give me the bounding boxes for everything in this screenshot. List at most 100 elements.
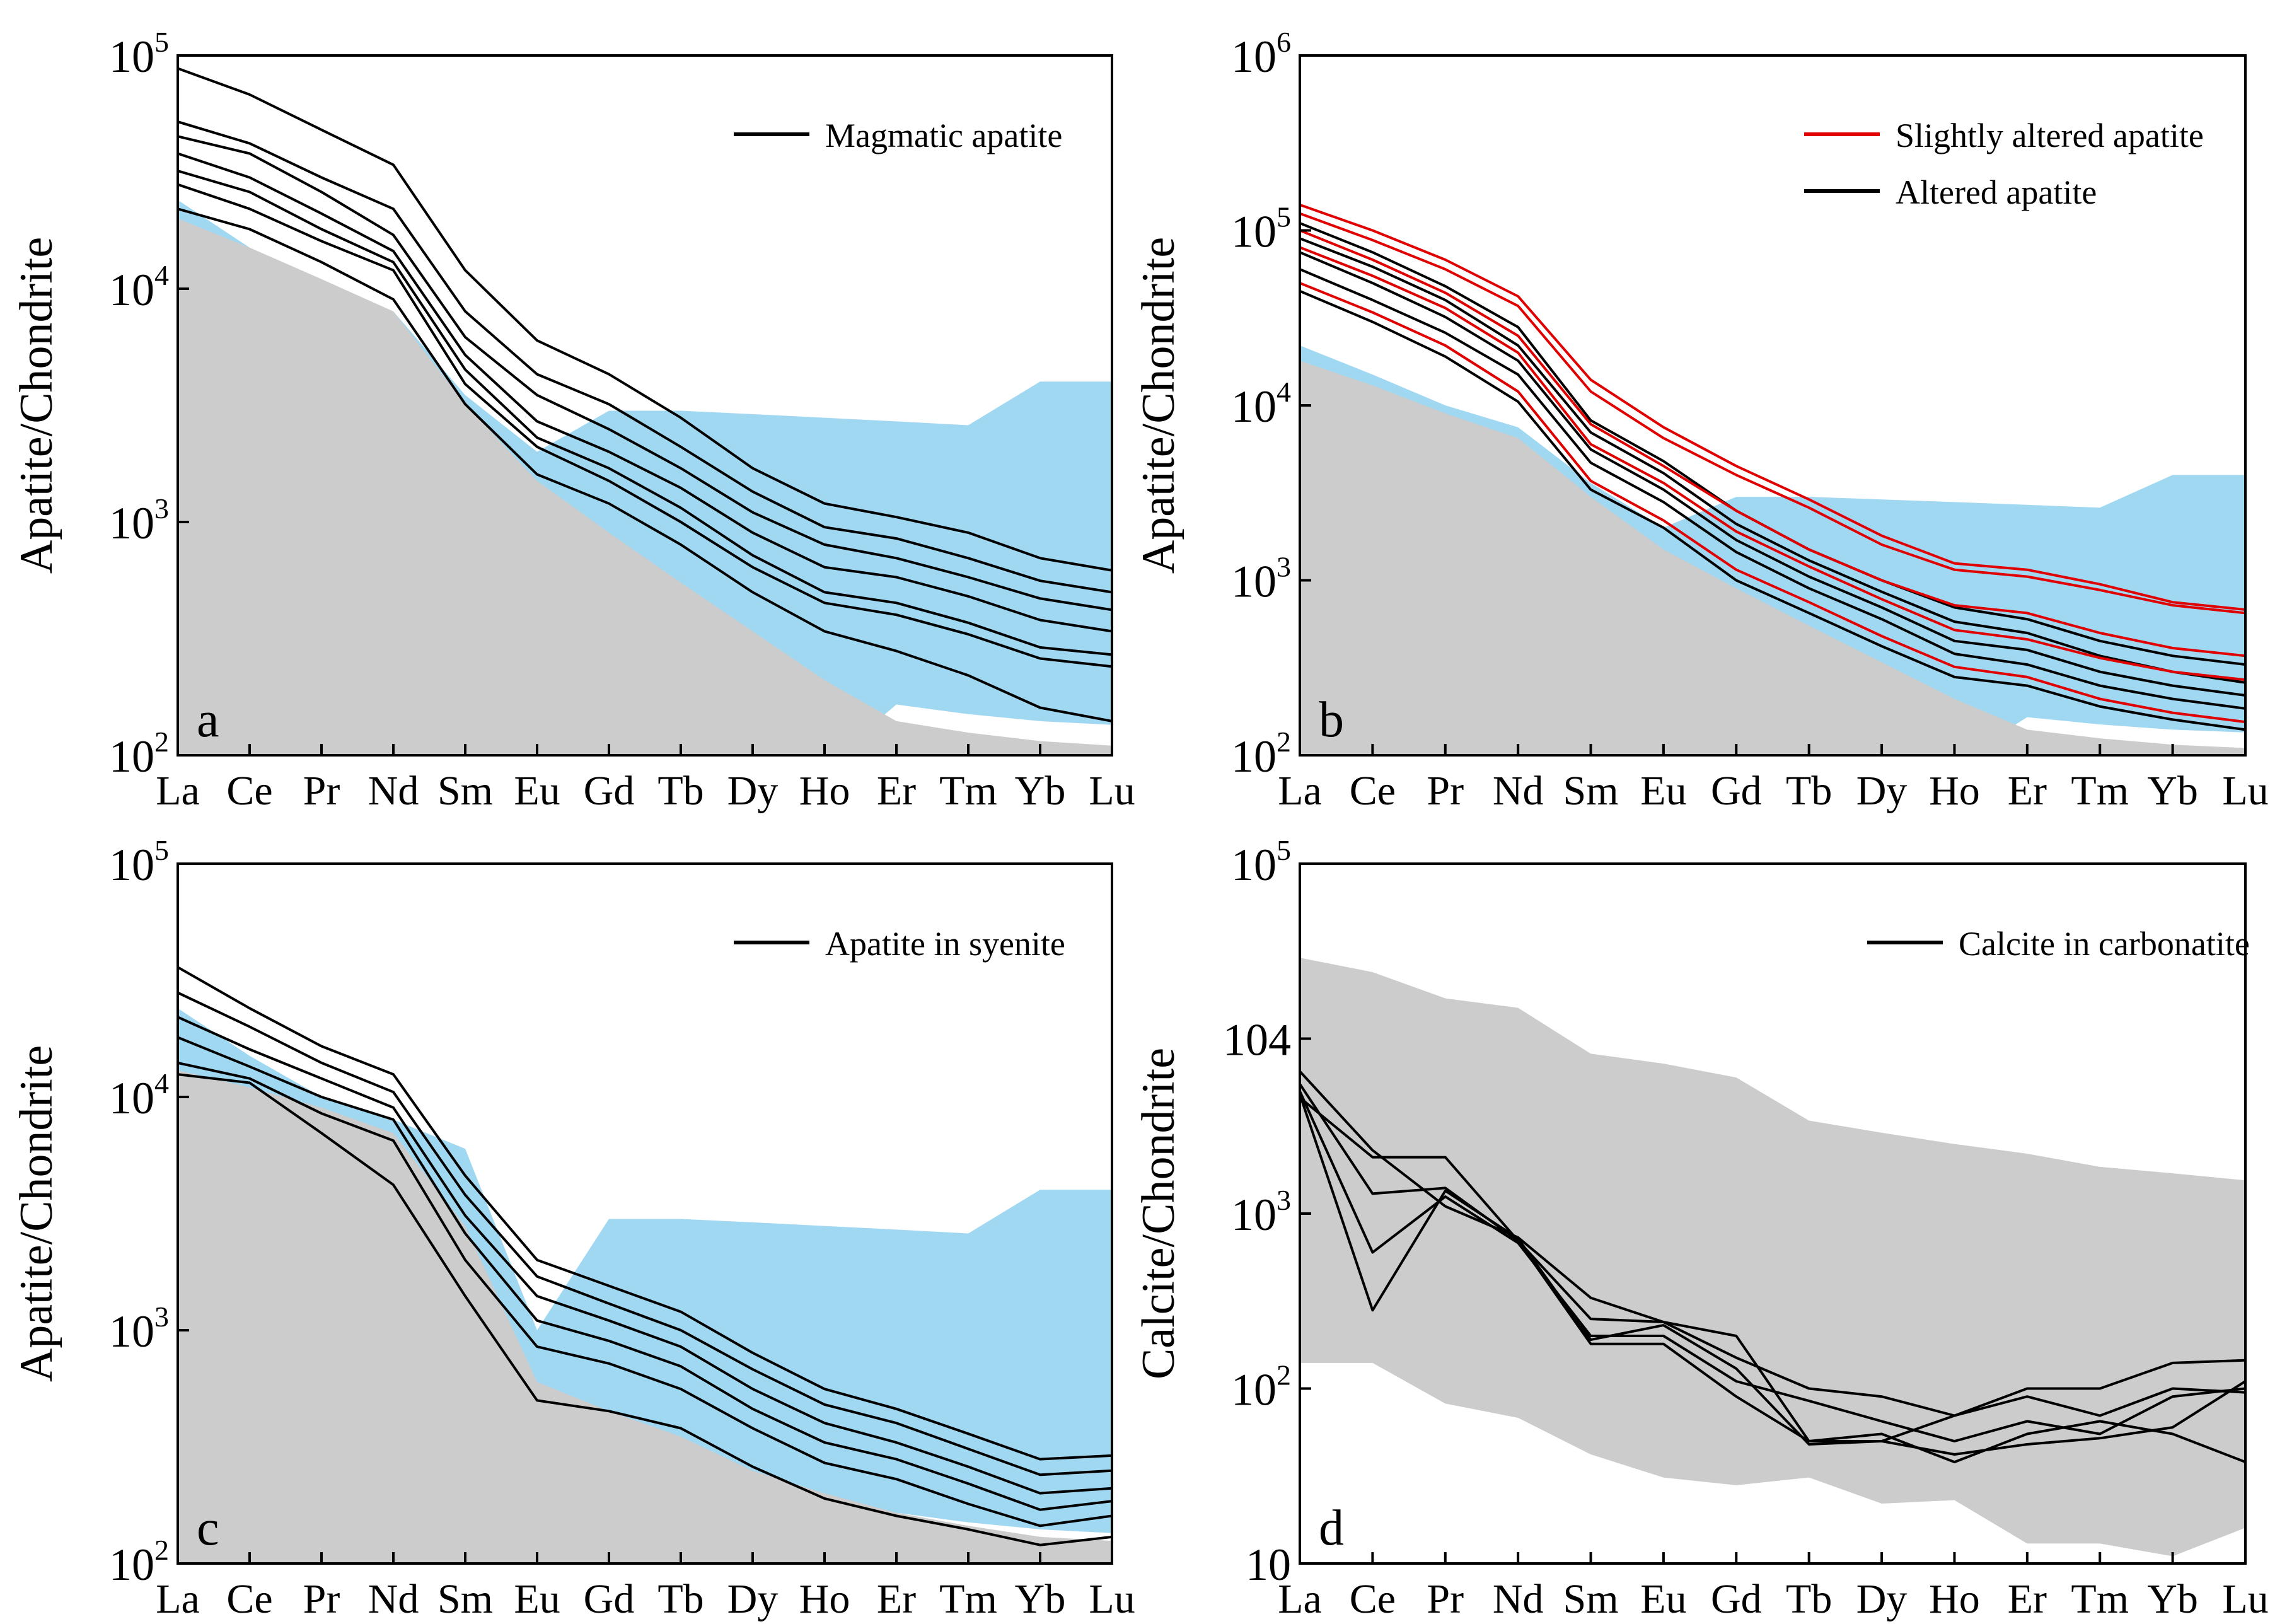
series-line-a-6 xyxy=(178,183,1112,668)
x-tick-label-c-dy: Dy xyxy=(727,1576,779,1622)
y-tick-label-b: 102 xyxy=(1231,726,1291,782)
y-tick-label-a: 103 xyxy=(109,492,169,548)
x-tick-label-d-gd: Gd xyxy=(1711,1576,1762,1622)
x-tick-label-c-tb: Tb xyxy=(657,1576,703,1622)
series-line-d-3 xyxy=(1300,1091,2245,1442)
series-line-b-2 xyxy=(1300,237,2245,684)
x-tick-label-c-nd: Nd xyxy=(368,1576,419,1622)
series-line-b-3 xyxy=(1300,251,2245,697)
series-line-b-7 xyxy=(1300,212,2245,615)
series-line-b-4 xyxy=(1300,268,2245,710)
panel-letter-d: d xyxy=(1319,1500,1344,1556)
series-line-a-5 xyxy=(178,170,1112,656)
x-tick-label-c-ho: Ho xyxy=(799,1576,850,1622)
series-line-b-6 xyxy=(1300,204,2245,611)
x-tick-label-a-tb: Tb xyxy=(657,768,703,814)
x-ticks-b: La Ce Pr Nd Sm Eu Gd Tb Dy Ho Er Tm Yb Lu xyxy=(1278,744,2269,814)
y-tick-label-b: 103 xyxy=(1231,551,1291,607)
x-tick-label-a-nd: Nd xyxy=(368,768,419,814)
panel-letter-b: b xyxy=(1319,692,1344,748)
x-tick-label-c-yb: Yb xyxy=(1015,1576,1066,1622)
x-tick-label-d-la: La xyxy=(1278,1576,1322,1622)
series-line-d-2 xyxy=(1300,1083,2245,1417)
y-tick-label-c: 105 xyxy=(109,834,169,890)
series-line-c-5 xyxy=(178,1061,1112,1528)
series-line-b-9 xyxy=(1300,246,2245,682)
legend-label-d-1: Calcite in carbonatite xyxy=(1959,925,2250,963)
x-tick-label-c-gd: Gd xyxy=(584,1576,635,1622)
panel-b: 102 103 104 105 106 La Ce Pr Nd Sm Eu Gd Tb Dy Ho Er Tm… xyxy=(1133,26,2269,814)
legend-label-b-2: Altered apatite xyxy=(1896,173,2097,211)
x-tick-label-b-ho: Ho xyxy=(1929,768,1980,814)
series-line-b-5 xyxy=(1300,289,2245,731)
x-tick-label-a-lu: Lu xyxy=(1089,768,1135,814)
plot-area-c xyxy=(178,966,1112,1563)
x-tick-label-c-lu: Lu xyxy=(1089,1576,1135,1622)
x-tick-label-a-er: Er xyxy=(877,768,916,814)
x-tick-label-b-tb: Tb xyxy=(1786,768,1832,814)
x-tick-label-d-sm: Sm xyxy=(1563,1576,1619,1622)
x-tick-label-d-dy: Dy xyxy=(1856,1576,1908,1622)
x-tick-label-d-eu: Eu xyxy=(1640,1576,1686,1622)
y-tick-label-d: 104 xyxy=(1223,1015,1291,1065)
panel-d: 10 102 103 104 105 La Ce Pr Nd Sm Eu Gd Tb Dy Ho Er Tm Y… xyxy=(1133,834,2269,1622)
x-tick-label-b-eu: Eu xyxy=(1640,768,1686,814)
y-tick-label-a: 105 xyxy=(109,26,169,82)
series-line-b-8 xyxy=(1300,229,2245,658)
x-tick-label-d-tm: Tm xyxy=(2071,1576,2129,1622)
x-tick-label-a-eu: Eu xyxy=(514,768,560,814)
series-line-b-10 xyxy=(1300,282,2245,724)
legend-label-b-1: Slightly altered apatite xyxy=(1896,117,2204,154)
band-gray-d xyxy=(1300,958,2245,1557)
frame-a xyxy=(177,54,1113,757)
x-tick-label-d-nd: Nd xyxy=(1493,1576,1544,1622)
y-ticks-b: 102 103 104 105 106 xyxy=(1231,26,1311,782)
x-tick-label-b-la: La xyxy=(1278,768,1322,814)
plot-area-d xyxy=(1300,958,2245,1557)
x-tick-label-c-la: La xyxy=(156,1576,200,1622)
x-tick-label-b-lu: Lu xyxy=(2222,768,2268,814)
series-line-c-4 xyxy=(178,1036,1112,1511)
y-tick-label-b: 104 xyxy=(1231,376,1291,432)
y-ticks-d: 10 102 103 104 105 xyxy=(1223,834,1311,1590)
x-ticks-c: La Ce Pr Nd Sm Eu Gd Tb Dy Ho Er Tm Yb Lu xyxy=(156,1552,1135,1622)
series-line-c-2 xyxy=(178,991,1112,1476)
plot-area-a xyxy=(178,67,1112,755)
y-tick-label-c: 102 xyxy=(109,1534,169,1590)
y-axis-label-a: Apatite/Chondrite xyxy=(11,237,62,574)
x-tick-label-d-ce: Ce xyxy=(1350,1576,1396,1622)
y-axis-label-b: Apatite/Chondrite xyxy=(1133,237,1184,574)
y-tick-label-b: 106 xyxy=(1231,26,1291,82)
bands-d xyxy=(1300,958,2245,1557)
y-tick-label-c: 103 xyxy=(109,1301,169,1357)
plot-area-b xyxy=(1300,204,2245,755)
series-line-a-2 xyxy=(178,120,1112,594)
legend-label-c-1: Apatite in syenite xyxy=(825,925,1065,963)
frame-c xyxy=(177,862,1113,1565)
band-gray-c xyxy=(178,1070,1112,1563)
x-tick-label-b-nd: Nd xyxy=(1493,768,1544,814)
y-tick-label-a: 104 xyxy=(109,259,169,315)
x-tick-label-d-pr: Pr xyxy=(1427,1576,1464,1622)
y-tick-label-b: 105 xyxy=(1231,201,1291,257)
x-tick-label-c-sm: Sm xyxy=(437,1576,493,1622)
y-tick-label-d: 105 xyxy=(1231,834,1291,890)
x-tick-label-a-gd: Gd xyxy=(584,768,635,814)
x-tick-label-d-ho: Ho xyxy=(1929,1576,1980,1622)
x-tick-label-b-pr: Pr xyxy=(1427,768,1464,814)
x-tick-label-b-tm: Tm xyxy=(2071,768,2129,814)
x-tick-label-c-eu: Eu xyxy=(514,1576,560,1622)
legend-d: Calcite in carbonatite xyxy=(1867,925,2250,963)
legend-b: Slightly altered apatite Altered apatite xyxy=(1804,117,2204,211)
x-tick-label-b-er: Er xyxy=(2008,768,2047,814)
x-tick-label-b-dy: Dy xyxy=(1856,768,1908,814)
x-tick-label-a-ce: Ce xyxy=(226,768,272,814)
x-tick-label-d-er: Er xyxy=(2008,1576,2047,1622)
series-line-a-7 xyxy=(178,207,1112,722)
series-line-c-1 xyxy=(178,966,1112,1461)
series-line-d-4 xyxy=(1300,1096,2245,1464)
series-c xyxy=(178,966,1112,1546)
x-tick-label-a-dy: Dy xyxy=(727,768,779,814)
